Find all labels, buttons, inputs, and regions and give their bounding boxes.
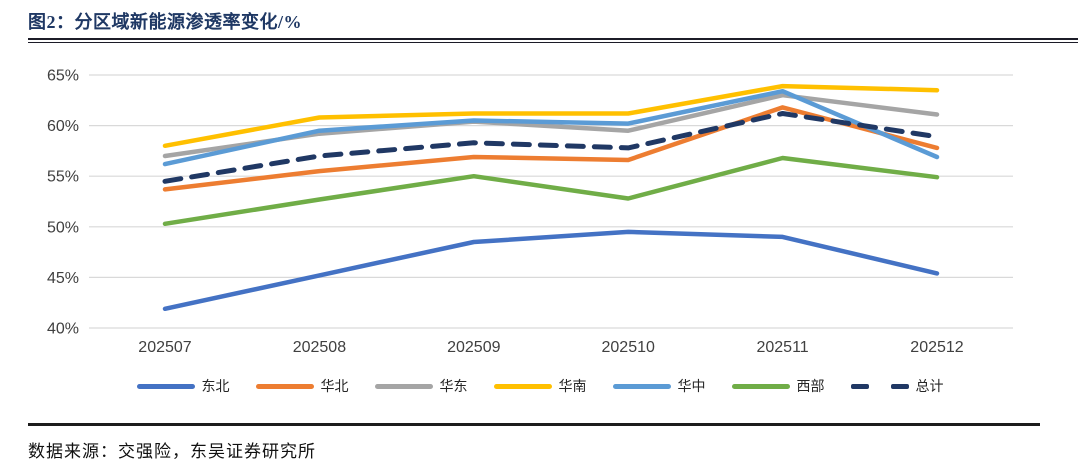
legend-dash-mark: [850, 383, 869, 389]
figure-title: 图2：分区域新能源渗透率变化/%: [28, 12, 302, 32]
x-tick-label: 202507: [138, 339, 191, 356]
legend-item-2: 华东: [374, 376, 468, 396]
chart-legend: 东北 华北 华东 华南 华中 西部 总计: [0, 376, 1080, 396]
y-tick-label: 50%: [47, 219, 79, 236]
series-line-3: [162, 83, 940, 149]
series-line-4: [162, 88, 940, 167]
legend-item-6: 总计: [850, 376, 944, 396]
x-tick-label: 202510: [602, 339, 655, 356]
data-source-note: 数据来源：交强险，东吴证券研究所: [28, 442, 316, 461]
x-tick-label: 202511: [756, 339, 808, 356]
legend-swatch: [136, 383, 195, 389]
legend-item-5: 西部: [731, 376, 825, 396]
legend-label: 华南: [558, 378, 587, 394]
legend-item-1: 华北: [255, 376, 349, 396]
legend-label: 华中: [677, 378, 706, 394]
y-tick-label: 65%: [47, 68, 79, 85]
y-tick-label: 60%: [47, 118, 79, 135]
legend-swatch: [731, 383, 790, 389]
legend-swatch: [612, 383, 671, 389]
series-line-6: [162, 111, 940, 184]
x-tick-label: 202509: [447, 339, 500, 356]
legend-swatch: [850, 383, 909, 389]
legend-label: 总计: [915, 378, 944, 394]
legend-swatch: [255, 383, 314, 389]
y-tick-label: 45%: [47, 270, 79, 287]
series-line-0: [162, 229, 940, 312]
series-line-1: [162, 105, 940, 192]
title-divider: [28, 38, 1078, 43]
legend-item-0: 东北: [136, 376, 230, 396]
series-line-5: [162, 155, 940, 227]
line-chart: 65% 60% 55% 50% 45% 40% 202507 202508 202509 2025…: [47, 68, 1013, 356]
x-tick-label: 202512: [910, 339, 963, 356]
legend-label: 东北: [201, 378, 230, 394]
legend-label: 华东: [439, 378, 468, 394]
legend-label: 西部: [796, 378, 825, 394]
legend-item-3: 华南: [493, 376, 587, 396]
y-tick-label: 40%: [47, 321, 79, 338]
legend-dash-mark: [890, 383, 909, 389]
y-tick-label: 55%: [47, 169, 79, 186]
x-tick-label: 202508: [293, 339, 346, 356]
legend-item-4: 华中: [612, 376, 706, 396]
legend-label: 华北: [320, 378, 349, 394]
legend-swatch: [493, 383, 552, 389]
footer-divider: [28, 423, 1040, 426]
legend-swatch: [374, 383, 433, 389]
